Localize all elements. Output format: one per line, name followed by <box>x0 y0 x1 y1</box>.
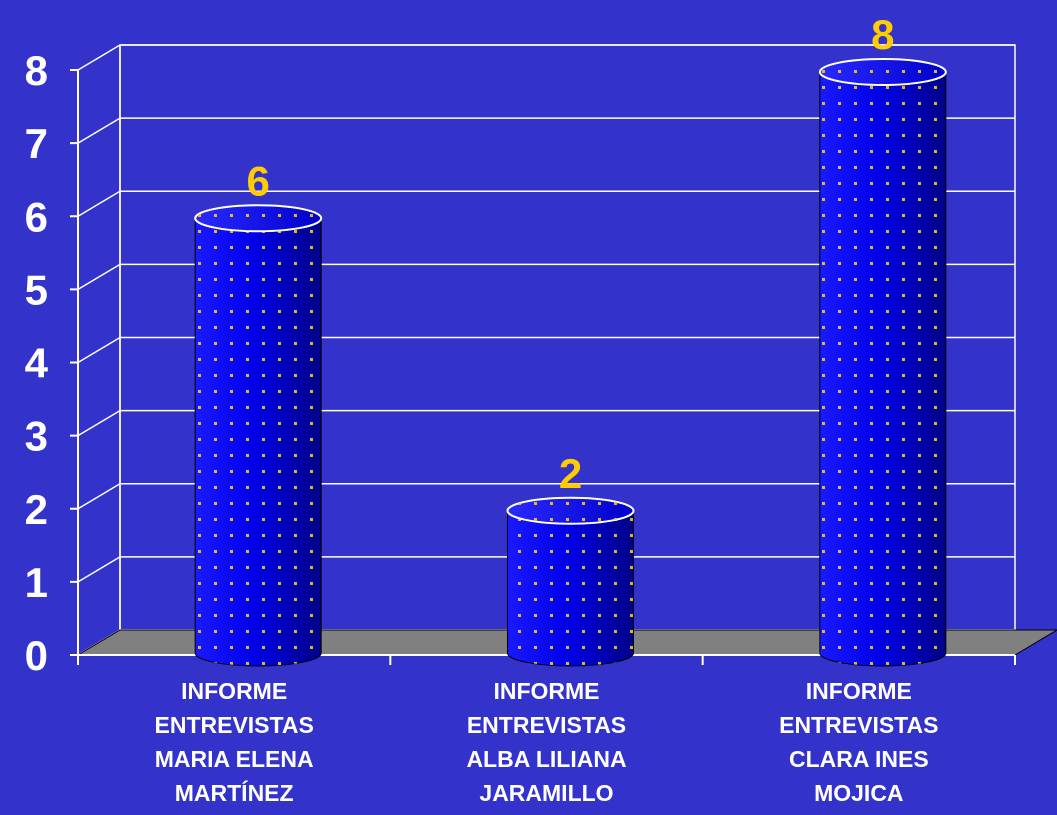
y-tick-label: 1 <box>25 559 48 606</box>
x-tick-label: INFORME <box>181 678 287 704</box>
x-tick-label: INFORME <box>493 678 599 704</box>
bars <box>194 58 947 667</box>
y-tick-label: 3 <box>25 413 48 460</box>
bar-dots <box>195 218 322 666</box>
y-tick-label: 7 <box>25 120 48 167</box>
y-axis-ticks: 0 1 2 3 4 5 6 7 8 <box>25 47 78 679</box>
side-gridline <box>77 336 121 364</box>
data-label: 2 <box>559 450 582 497</box>
side-gridline <box>77 556 121 583</box>
x-tick-label: INFORME <box>806 678 912 704</box>
data-labels: 6 2 8 <box>246 11 894 497</box>
y-tick-label: 8 <box>25 47 48 94</box>
data-label: 6 <box>246 157 269 204</box>
x-axis-labels: INFORME ENTREVISTAS MARIA ELENA MARTÍNEZ INF… <box>155 678 939 806</box>
y-tick-label: 0 <box>25 632 48 679</box>
bar-cap-dots <box>507 497 634 524</box>
bar-dots <box>819 72 946 666</box>
y-tick-label: 2 <box>25 486 48 533</box>
x-tick-label: CLARA INES <box>789 746 929 772</box>
bar <box>818 58 947 667</box>
y-tick-label: 4 <box>25 340 49 387</box>
side-gridline <box>77 44 121 71</box>
bar-cap-dots <box>819 59 946 85</box>
bar-dots <box>507 510 634 666</box>
x-tick-label: ENTREVISTAS <box>467 712 626 738</box>
x-tick-label: MARTÍNEZ <box>175 779 294 806</box>
side-gridline <box>77 263 121 291</box>
bar <box>506 496 635 667</box>
side-gridline <box>77 190 121 217</box>
side-gridline <box>77 117 121 144</box>
x-tick-label: ENTREVISTAS <box>155 712 314 738</box>
side-gridline <box>77 409 121 437</box>
bar <box>194 204 323 667</box>
x-tick-label: ENTREVISTAS <box>779 712 938 738</box>
x-tick-label: MOJICA <box>814 780 903 806</box>
x-tick-label: MARIA ELENA <box>155 746 314 772</box>
data-label: 8 <box>871 11 894 58</box>
y-tick-label: 5 <box>25 266 48 313</box>
x-tick-label: ALBA LILIANA <box>466 746 626 772</box>
bar-cap-dots <box>195 205 322 232</box>
y-tick-label: 6 <box>25 193 48 240</box>
x-tick-label: JARAMILLO <box>479 780 613 806</box>
side-gridline <box>77 483 121 510</box>
